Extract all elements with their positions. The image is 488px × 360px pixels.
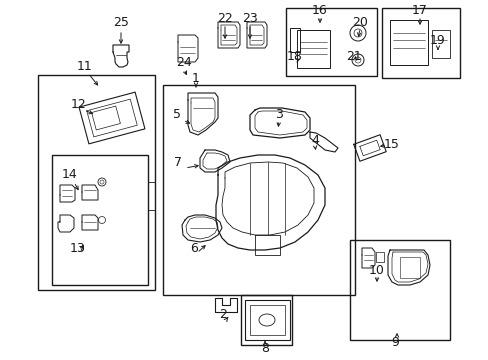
Bar [249,305,285,335]
Text: 17: 17 [411,4,427,17]
Bar [389,20,427,65]
Bar [38,75,155,290]
Bar [431,30,449,58]
Text: 11: 11 [77,60,93,73]
Bar [285,8,376,76]
Text: 19: 19 [429,33,445,46]
Text: 23: 23 [242,12,257,24]
Text: 16: 16 [311,4,327,17]
Text: 18: 18 [286,50,303,63]
Bar [289,28,299,52]
Bar [163,85,354,295]
Text: 21: 21 [346,50,361,63]
Text: 6: 6 [190,242,198,255]
Bar [349,240,449,340]
Text: 7: 7 [174,157,182,170]
Text: 13: 13 [70,243,86,256]
Text: 8: 8 [261,342,268,355]
Bar [381,8,459,78]
Bar [148,182,155,210]
Text: 22: 22 [217,12,232,24]
Text: 20: 20 [351,15,367,28]
Text: 9: 9 [390,336,398,348]
Bar [375,252,383,262]
Text: 12: 12 [71,99,87,112]
Text: 24: 24 [176,55,191,68]
Bar [399,257,419,278]
Bar [241,295,291,345]
Text: 3: 3 [274,108,283,122]
Text: 15: 15 [383,139,399,152]
Bar [296,30,329,68]
Text: 10: 10 [368,264,384,276]
Text: 5: 5 [173,108,181,122]
Text: 4: 4 [310,134,318,147]
Text: 25: 25 [113,15,129,28]
Bar [52,155,148,285]
Text: 1: 1 [192,72,200,85]
Bar [244,300,289,340]
Text: 2: 2 [219,309,226,321]
Text: 14: 14 [62,168,78,181]
